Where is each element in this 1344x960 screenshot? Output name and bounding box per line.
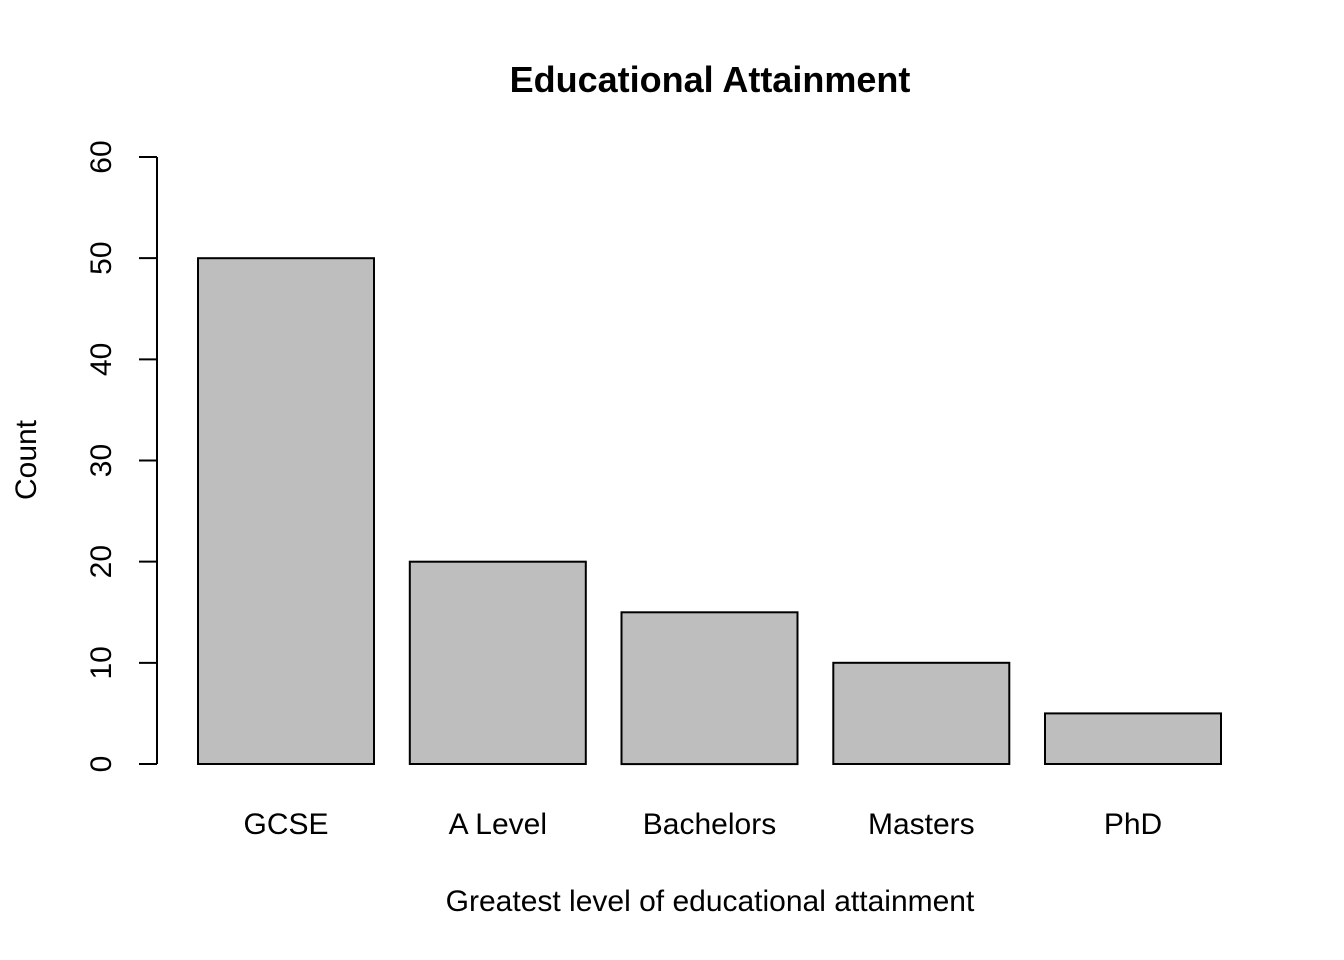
y-tick-label-0: 0 bbox=[85, 756, 118, 773]
y-tick-label-20: 20 bbox=[85, 545, 118, 578]
y-tick-label-40: 40 bbox=[85, 343, 118, 376]
x-axis-categories: GCSE A Level Bachelors Masters PhD bbox=[243, 808, 1162, 841]
y-tick-label-50: 50 bbox=[85, 241, 118, 274]
bar-bachelors bbox=[620, 611, 799, 766]
x-category-label-a-level: A Level bbox=[449, 808, 547, 841]
y-axis-label: Count bbox=[10, 419, 43, 500]
y-tick-label-30: 30 bbox=[85, 444, 118, 477]
x-axis-label: Greatest level of educational attainment bbox=[446, 885, 975, 918]
chart-title: Educational Attainment bbox=[510, 59, 911, 100]
bar-masters bbox=[832, 661, 1011, 765]
x-category-label-masters: Masters bbox=[868, 808, 975, 841]
y-tick-label-60: 60 bbox=[85, 140, 118, 173]
bar-phd bbox=[1044, 712, 1222, 766]
bar-gcse bbox=[197, 257, 375, 765]
bar-a-level bbox=[408, 560, 587, 766]
y-tick-label-10: 10 bbox=[85, 646, 118, 679]
x-category-label-phd: PhD bbox=[1104, 808, 1162, 841]
bars-layer bbox=[197, 257, 1222, 766]
x-category-label-bachelors: Bachelors bbox=[643, 808, 776, 841]
x-category-label-gcse: GCSE bbox=[243, 808, 328, 841]
y-axis: 0 10 20 30 40 50 60 bbox=[85, 140, 158, 773]
